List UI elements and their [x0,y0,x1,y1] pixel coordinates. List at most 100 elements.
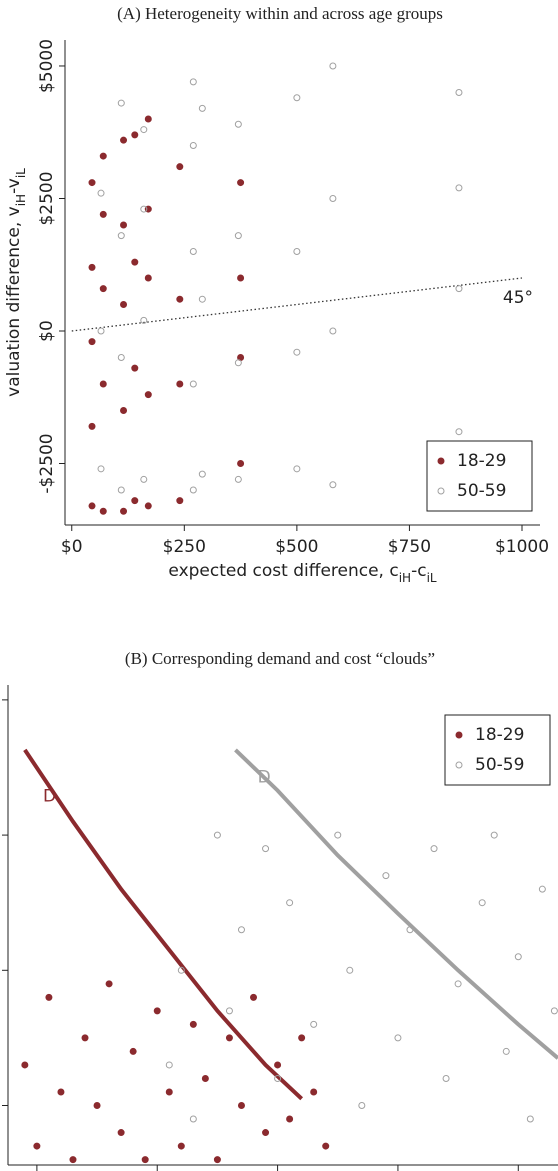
point [99,507,107,515]
point [225,1007,233,1015]
point [237,179,245,187]
point [237,460,245,468]
point [442,1074,450,1082]
point [293,465,301,473]
point [176,497,184,505]
x-tick-label: $500 [275,537,318,557]
point [382,872,390,880]
point [176,380,184,388]
point [329,194,337,202]
legend-box [426,440,533,512]
point [176,295,184,303]
point [81,1034,89,1042]
point [225,1034,233,1042]
point [176,163,184,171]
point [455,88,463,96]
point [329,327,337,335]
point [455,285,463,293]
point [189,1115,197,1123]
point [93,1102,101,1110]
point [153,1007,161,1015]
legend-label: 18-29 [457,451,506,471]
point [454,980,462,988]
point [33,1142,41,1150]
point [144,115,152,123]
y-tick-label: -$2500 [37,433,57,493]
point [131,497,139,505]
point [322,1142,330,1150]
point [189,486,197,494]
legend-marker [437,487,445,495]
demand-curve [23,748,304,1101]
point [394,1034,402,1042]
legend-label: 50-59 [475,755,524,775]
point [274,1061,282,1069]
point [286,899,294,907]
point [131,131,139,139]
point [293,348,301,356]
point [131,258,139,266]
legend-marker [455,761,463,769]
panel-title: (B) Corresponding demand and cost “cloud… [125,649,435,668]
point [120,407,128,415]
point [514,953,522,961]
point [120,300,128,308]
x-axis-label: expected cost difference, ciH-ciL [168,561,436,585]
point [234,232,242,240]
point [69,1156,77,1164]
x-tick-label: $1000 [495,537,549,557]
point [97,327,105,335]
point [293,247,301,255]
point [250,993,258,1001]
y-axis-label: valuation difference, viH-viL [4,168,28,397]
point [198,104,206,112]
point [120,221,128,229]
point [120,136,128,144]
point [329,62,337,70]
point [262,845,270,853]
point [88,179,96,187]
curve-label: D [258,767,271,787]
point [117,99,125,107]
point [117,486,125,494]
point [201,1074,209,1082]
point [262,1129,270,1137]
point [478,899,486,907]
point [334,831,342,839]
demand-curve [234,748,558,1060]
point [88,422,96,430]
point [286,1115,294,1123]
point [234,120,242,128]
point [144,502,152,510]
point [329,481,337,489]
point [117,1129,125,1137]
point [165,1061,173,1069]
point [346,966,354,974]
curve-label: D [43,787,56,807]
label-subscript: iH [399,571,411,585]
y-tick-label: $0 [37,320,57,342]
point [99,285,107,293]
point [455,428,463,436]
point [237,274,245,282]
point [310,1088,318,1096]
y-tick-label: $2500 [37,171,57,225]
label-subscript: iH [14,194,28,206]
label-subscript: iL [427,571,437,585]
point [189,141,197,149]
label-text: expected cost difference, c [168,561,398,581]
point [99,210,107,218]
y-tick-label: $5000 [37,39,57,93]
point [57,1088,65,1096]
legend-marker [437,457,445,465]
point [189,1020,197,1028]
point [198,295,206,303]
point [198,470,206,478]
point [88,263,96,271]
point [237,926,245,934]
point [490,831,498,839]
point [88,502,96,510]
legend-label: 18-29 [475,725,524,745]
reference-label: 45° [503,288,533,308]
point [99,152,107,160]
